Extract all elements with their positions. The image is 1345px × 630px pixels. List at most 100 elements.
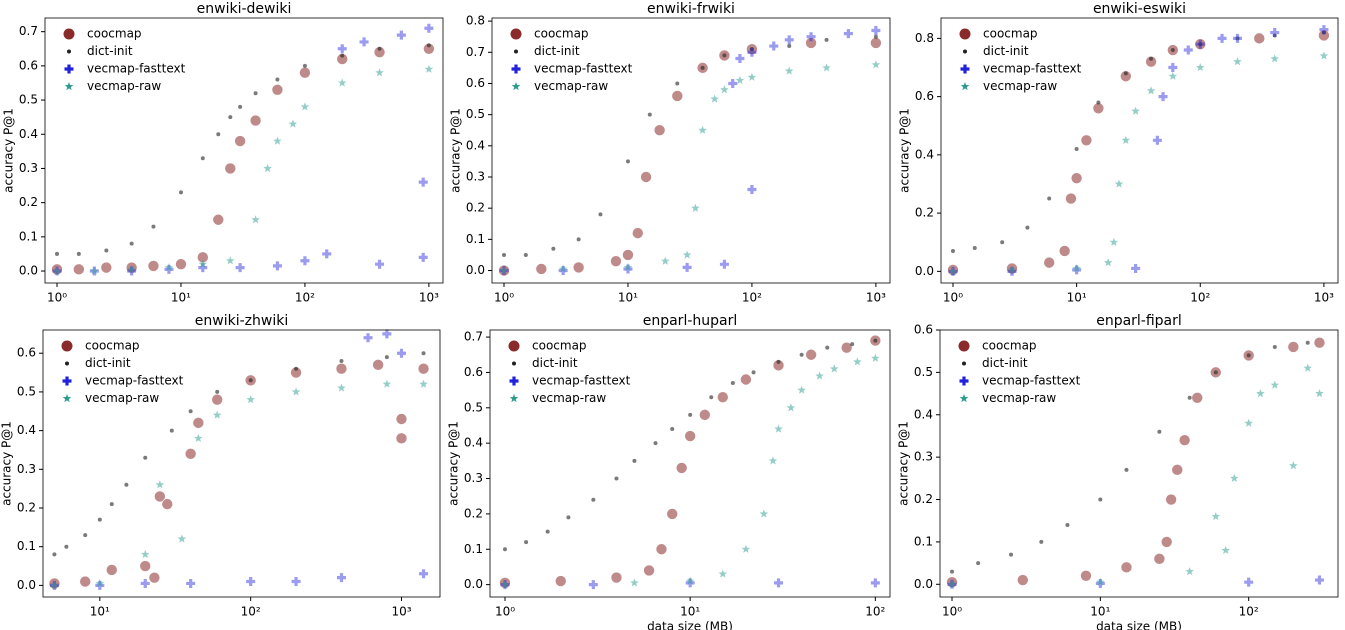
star-point — [212, 410, 222, 419]
dict-point — [653, 441, 658, 446]
coocmap-point — [610, 255, 622, 267]
plus-point — [272, 261, 282, 271]
dict-point — [873, 338, 878, 343]
star-point — [786, 403, 796, 412]
dict-point — [421, 351, 426, 356]
plus-point — [235, 263, 245, 273]
dict-point — [83, 533, 88, 538]
x-tick-label: 10² — [295, 291, 315, 305]
y-axis-label: accuracy P@1 — [897, 421, 911, 506]
plus-point — [1158, 92, 1168, 102]
dict-point — [824, 37, 829, 42]
x-tick-label: 10² — [865, 605, 885, 619]
coocmap-point — [1058, 245, 1071, 257]
legend-marker — [963, 49, 967, 54]
legend-label: dict-init — [87, 44, 133, 58]
x-tick-label: 10¹ — [1067, 291, 1087, 305]
dict-point — [749, 47, 754, 52]
coocmap-point — [1178, 434, 1191, 446]
dict-point — [253, 91, 258, 96]
dict-point — [1272, 33, 1277, 38]
y-axis-label: accuracy P@1 — [0, 421, 14, 506]
dict-point — [591, 497, 596, 502]
star-point — [797, 385, 806, 394]
plot-area — [498, 25, 882, 277]
y-tick-label: 0.7 — [19, 24, 38, 38]
y-tick-label: 0.4 — [466, 138, 485, 152]
coocmap-point — [653, 124, 666, 137]
dict-point — [545, 529, 550, 534]
star-point — [300, 102, 310, 111]
star-point — [735, 75, 745, 84]
plus-point — [322, 249, 332, 259]
coocmap-point — [870, 37, 882, 49]
legend-marker — [960, 64, 970, 74]
plus-point — [300, 256, 310, 266]
dict-point — [178, 190, 183, 195]
y-tick-label: 0.0 — [915, 264, 934, 278]
legend-marker — [962, 361, 966, 366]
star-point — [1131, 106, 1140, 115]
coocmap-point — [631, 227, 644, 239]
star-point — [822, 63, 831, 72]
y-tick-label: 0.1 — [464, 542, 483, 556]
plus-point — [1217, 33, 1227, 43]
star-point — [382, 379, 392, 388]
coocmap-point — [161, 498, 174, 510]
coocmap-point — [100, 261, 113, 274]
dict-point — [523, 252, 528, 257]
dict-point — [670, 427, 675, 432]
dict-point — [1187, 395, 1192, 400]
legend-label: dict-init — [983, 44, 1029, 58]
star-point — [273, 136, 282, 145]
legend-marker — [509, 394, 519, 403]
panel-title: enwiki-eswiki — [1093, 1, 1186, 17]
coocmap-point — [224, 162, 237, 175]
star-point — [164, 263, 174, 272]
plus-point — [359, 37, 369, 47]
star-point — [1109, 237, 1119, 246]
dict-point — [1246, 353, 1251, 358]
legend-marker — [959, 394, 969, 403]
star-point — [1221, 545, 1230, 555]
coocmap-point — [1287, 341, 1300, 353]
y-tick-label: 0.3 — [914, 450, 933, 464]
star-point — [1072, 263, 1081, 273]
star-point — [1319, 51, 1329, 60]
axes-frame — [491, 17, 891, 284]
dict-point — [598, 212, 603, 217]
star-point — [198, 259, 208, 268]
plus-point — [784, 35, 794, 45]
dict-point — [1074, 147, 1079, 152]
legend-marker — [61, 340, 73, 352]
coocmap-point — [1080, 134, 1093, 147]
y-axis-label: accuracy P@1 — [449, 108, 463, 193]
dict-point — [238, 104, 243, 109]
star-point — [288, 119, 298, 128]
star-point — [784, 66, 794, 75]
dict-point — [688, 412, 693, 417]
coocmap-point — [684, 430, 696, 442]
coocmap-point — [716, 391, 729, 403]
plot-area — [51, 23, 435, 276]
dict-point — [294, 366, 299, 371]
legend-marker — [64, 82, 74, 91]
y-tick-label: 0.5 — [17, 384, 36, 398]
dict-point — [675, 81, 680, 86]
dict-point — [64, 544, 69, 549]
y-tick-label: 0.8 — [915, 31, 934, 45]
coocmap-point — [335, 362, 348, 375]
star-point — [1256, 389, 1265, 398]
y-tick-label: 0.6 — [464, 365, 483, 379]
plus-point — [1183, 45, 1193, 55]
dict-point — [776, 359, 781, 364]
star-point — [226, 256, 235, 265]
x-tick-label: 10² — [1190, 291, 1210, 305]
dict-point — [1124, 467, 1129, 472]
y-tick-label: 0.2 — [915, 206, 934, 220]
star-point — [194, 433, 203, 442]
y-tick-label: 0.1 — [466, 232, 485, 246]
coocmap-point — [805, 37, 817, 49]
x-tick-label: 10³ — [1314, 291, 1334, 305]
legend-label: dict-init — [85, 356, 131, 370]
